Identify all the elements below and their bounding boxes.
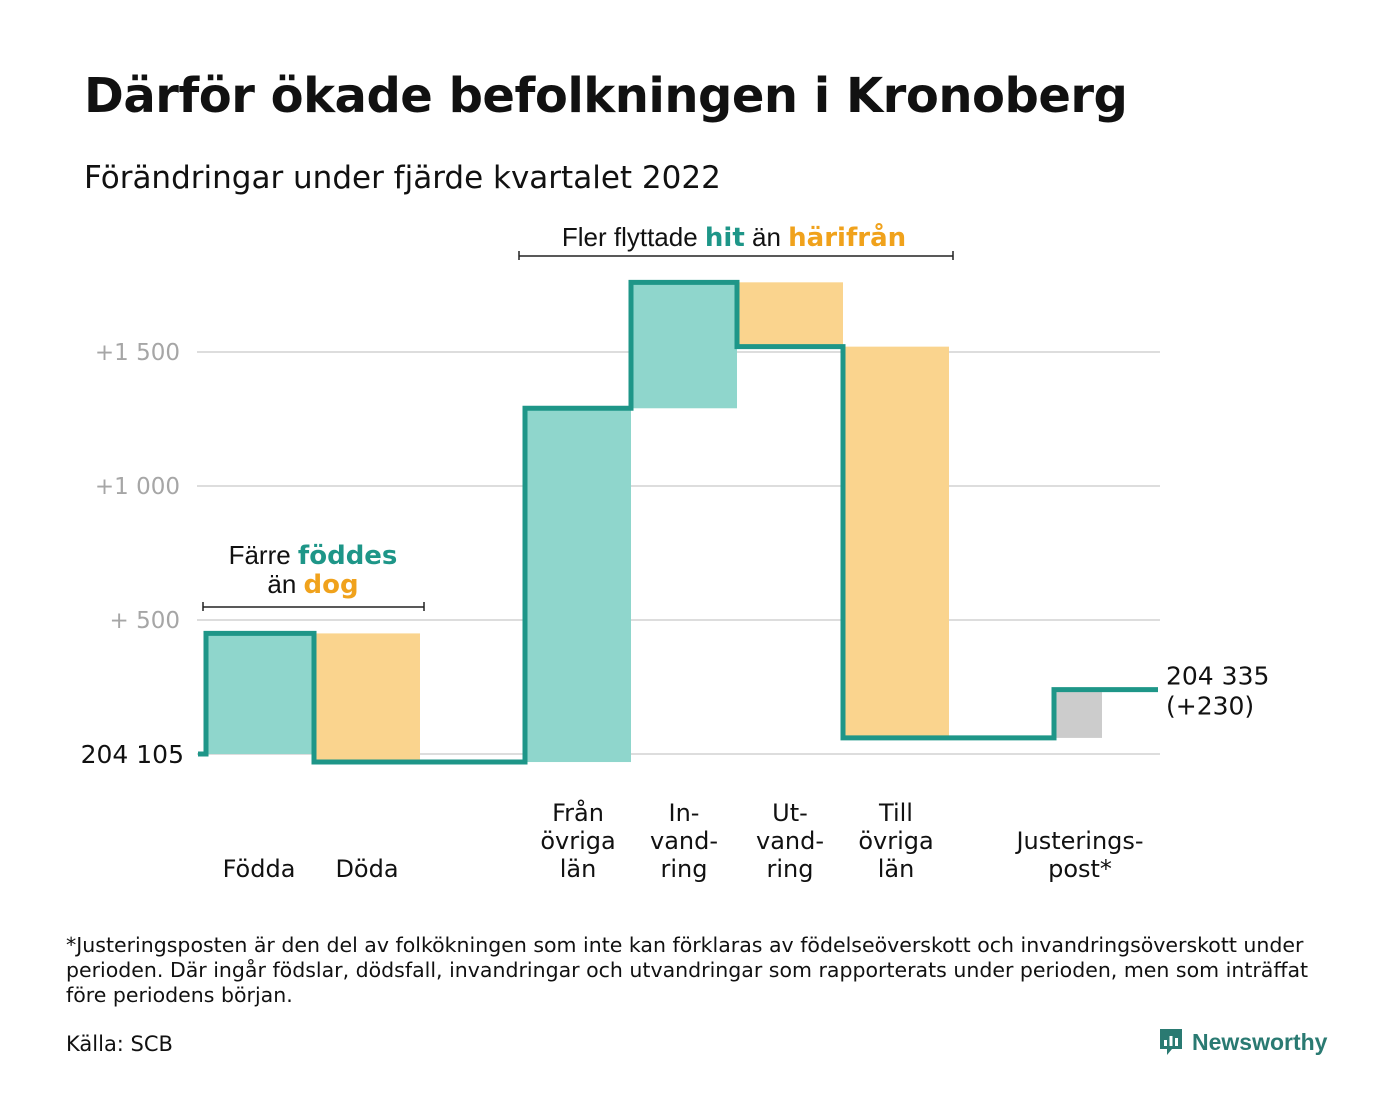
waterfall-bar xyxy=(525,408,631,763)
category-label: vand- xyxy=(650,827,718,855)
newsworthy-logo-text: Newsworthy xyxy=(1192,1028,1328,1055)
category-label: vand- xyxy=(756,827,824,855)
annotation-plain-span: Färre xyxy=(229,540,298,570)
newsworthy-logo: Newsworthy xyxy=(1158,1027,1327,1057)
waterfall-bar xyxy=(843,346,949,738)
waterfall-bar xyxy=(1054,689,1102,738)
waterfall-bar xyxy=(314,633,420,763)
annotation-text: än dog xyxy=(267,569,358,600)
category-label: län xyxy=(560,855,597,883)
waterfall-bar xyxy=(631,282,737,409)
annotation-orange-span: härifrån xyxy=(788,221,906,253)
category-label: övriga xyxy=(540,827,615,855)
annotation-teal-span: föddes xyxy=(298,541,398,571)
chart-subtitle: Förändringar under fjärde kvartalet 2022 xyxy=(84,160,721,196)
annotation-plain-span: än xyxy=(267,569,303,599)
footnote: *Justeringsposten är den del av folkökni… xyxy=(66,933,1309,1007)
annotation-bracket xyxy=(518,251,954,260)
category-label: län xyxy=(878,855,915,883)
source-note: Källa: SCB xyxy=(66,1032,173,1056)
category-label: In- xyxy=(669,799,700,827)
waterfall-bar xyxy=(206,633,312,754)
y-tick-label: +1 000 xyxy=(95,474,180,500)
chart-title: Därför ökade befolkningen i Kronoberg xyxy=(84,68,1128,124)
waterfall-bar xyxy=(737,282,843,347)
end-value-label: 204 335 xyxy=(1166,662,1269,691)
newsworthy-logo-icon xyxy=(1160,1029,1182,1055)
annotation-orange-span: dog xyxy=(304,570,359,600)
category-label: Ut- xyxy=(772,799,808,827)
category-label: Justerings- xyxy=(1014,827,1143,855)
y-tick-label: +1 500 xyxy=(95,340,180,366)
annotation-text: Färre föddes xyxy=(229,540,398,571)
category-label: post* xyxy=(1048,855,1112,883)
step-line xyxy=(198,279,1158,765)
category-label: ring xyxy=(767,855,814,883)
annotation-plain-span: Fler flyttade xyxy=(562,222,705,252)
waterfall-chart: +1 500 +1 000 + 500 204 105 204 335(+230) Föd… xyxy=(81,221,1270,883)
category-label: Från xyxy=(552,798,604,827)
annotation-text: Fler flyttade hit än härifrån xyxy=(562,221,906,253)
annotation-bracket xyxy=(202,602,425,611)
category-label: övriga xyxy=(858,827,933,855)
annotation-plain-span: än xyxy=(745,222,788,252)
category-label: Döda xyxy=(335,855,398,883)
category-label: Födda xyxy=(223,855,296,883)
y-tick-label: + 500 xyxy=(110,608,180,634)
start-value-label: 204 105 xyxy=(81,740,184,769)
category-label: Till xyxy=(878,799,913,827)
end-value-label: (+230) xyxy=(1166,692,1254,721)
annotation-teal-span: hit xyxy=(705,223,745,253)
category-label: ring xyxy=(661,855,708,883)
